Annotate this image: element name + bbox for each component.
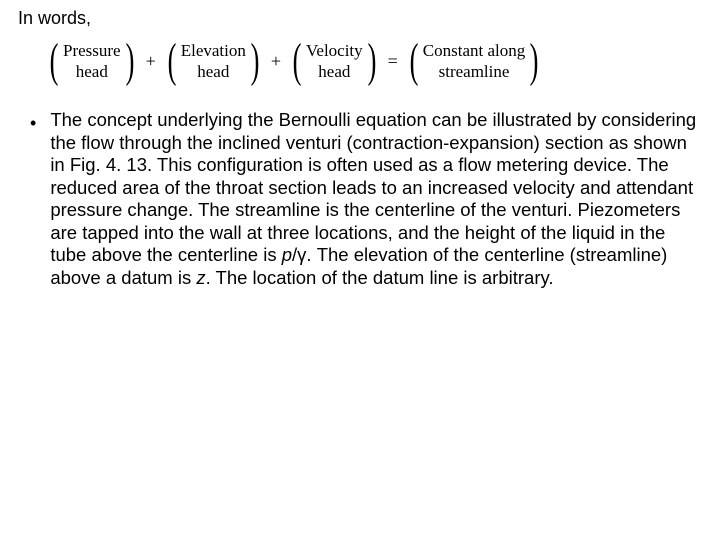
term-line2: head (76, 61, 108, 82)
term-line2: head (197, 61, 229, 82)
term-line1: Pressure (63, 40, 121, 61)
paren-left-icon: ( (50, 37, 59, 85)
term-line2: streamline (439, 61, 510, 82)
term-velocity-head: ( Velocity head ) (289, 37, 380, 85)
bullet-item: • The concept underlying the Bernoulli e… (18, 109, 702, 290)
var-z: z (196, 267, 205, 288)
paren-right-icon: ) (530, 37, 539, 85)
paragraph-text: The concept underlying the Bernoulli equ… (50, 109, 698, 290)
paren-left-icon: ( (167, 37, 176, 85)
term-line2: head (318, 61, 350, 82)
paren-left-icon: ( (409, 37, 418, 85)
term-stack: Pressure head (62, 40, 122, 83)
intro-text: In words, (18, 8, 702, 29)
term-constant: ( Constant along streamline ) (406, 37, 542, 85)
paren-right-icon: ) (125, 37, 134, 85)
paren-right-icon: ) (367, 37, 376, 85)
term-line1: Velocity (306, 40, 363, 61)
plus-op: + (142, 51, 160, 72)
term-line1: Elevation (181, 40, 246, 61)
paren-right-icon: ) (250, 37, 259, 85)
term-stack: Velocity head (305, 40, 364, 83)
para-seg-1: The concept underlying the Bernoulli equ… (50, 109, 696, 265)
term-line1: Constant along (423, 40, 525, 61)
plus-op: + (267, 51, 285, 72)
bullet-icon: • (30, 111, 36, 135)
var-p: p (282, 244, 292, 265)
para-seg-slash: /γ. (292, 244, 317, 265)
para-seg-3: . The location of the datum line is arbi… (206, 267, 554, 288)
term-stack: Elevation head (180, 40, 247, 83)
term-elevation-head: ( Elevation head ) (164, 37, 263, 85)
equation-container: ( Pressure head ) + ( Elevation head ) +… (18, 37, 702, 85)
bernoulli-word-equation: ( Pressure head ) + ( Elevation head ) +… (46, 37, 702, 85)
term-stack: Constant along streamline (422, 40, 526, 83)
paren-left-icon: ( (293, 37, 302, 85)
term-pressure-head: ( Pressure head ) (46, 37, 138, 85)
equals-op: = (384, 51, 402, 72)
